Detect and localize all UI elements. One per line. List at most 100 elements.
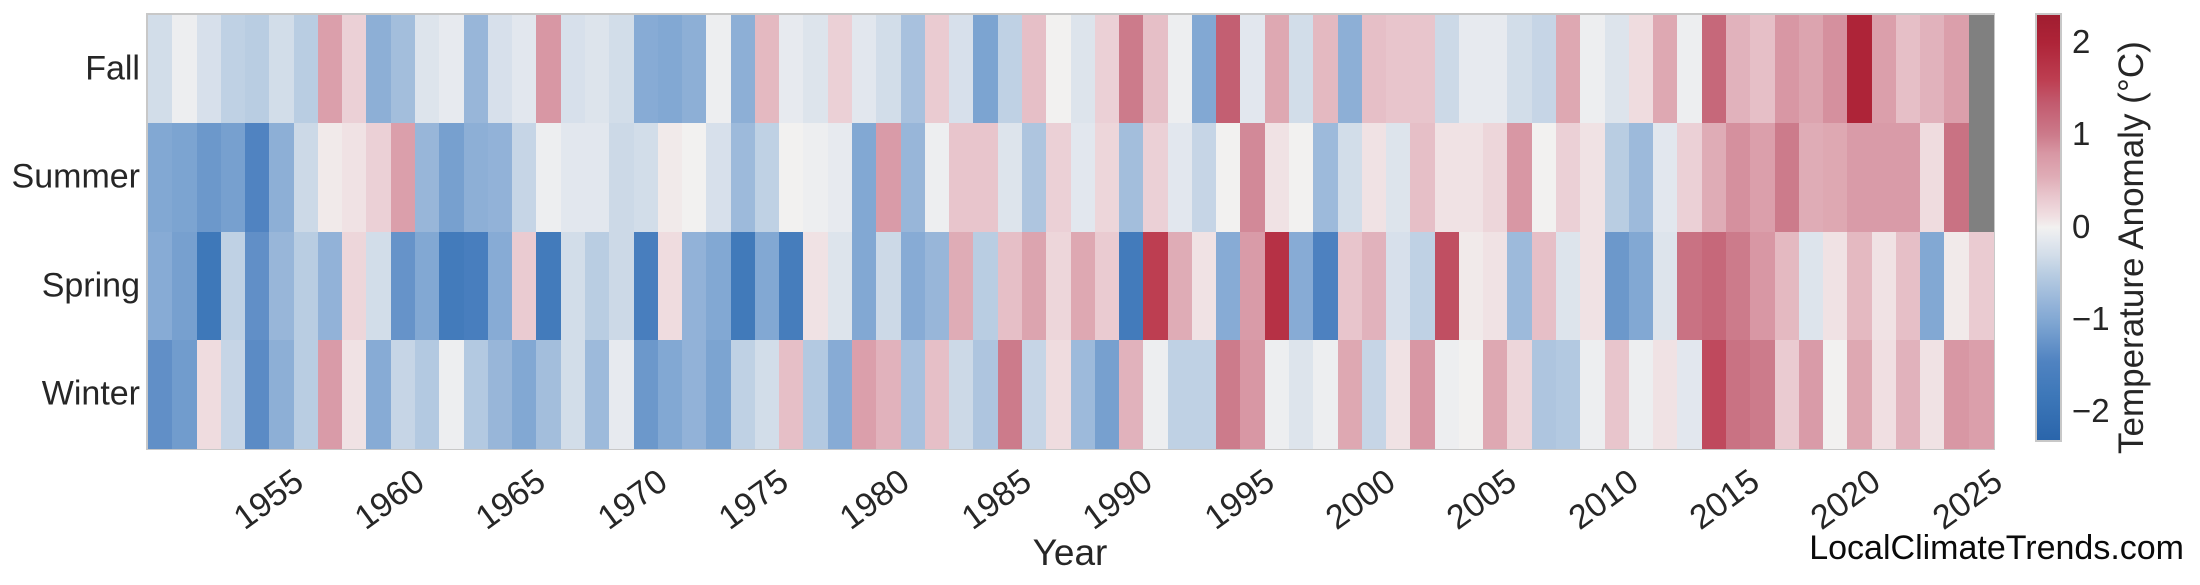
heatmap-cell <box>1288 231 1314 341</box>
heatmap-cell <box>1386 339 1411 449</box>
x-tick-1995: 1995 <box>1197 462 1281 538</box>
heatmap-cell <box>293 123 319 233</box>
x-tick-1975: 1975 <box>711 462 796 538</box>
heatmap-cell <box>657 123 683 233</box>
heatmap-cell <box>390 231 416 341</box>
colorbar-tick-−1: −1 <box>2072 300 2110 338</box>
heatmap-cell <box>1677 123 1703 233</box>
heatmap-cell <box>196 231 222 341</box>
x-tick-1965: 1965 <box>469 462 553 538</box>
heatmap-cell <box>317 339 343 449</box>
heatmap-cell <box>366 339 392 449</box>
heatmap-cell <box>172 339 198 449</box>
heatmap-cell <box>1725 339 1751 449</box>
heatmap-cell <box>1580 231 1606 341</box>
heatmap-cell <box>390 123 416 233</box>
heatmap-cell <box>172 123 198 233</box>
heatmap-cell <box>1240 123 1266 233</box>
heatmap-cell <box>1240 339 1266 449</box>
heatmap-cell <box>1021 339 1047 449</box>
heatmap-cell <box>1798 15 1824 124</box>
heatmap-cell <box>633 231 659 341</box>
heatmap-cell <box>1167 339 1193 449</box>
heatmap-cell <box>148 123 173 233</box>
heatmap-cell <box>1944 123 1970 233</box>
heatmap-cell <box>779 231 805 341</box>
heatmap-cell <box>245 231 270 341</box>
heatmap-cell <box>1968 339 1994 449</box>
heatmap-cell <box>1847 339 1873 449</box>
heatmap-cell <box>1143 15 1169 124</box>
heatmap-cell <box>852 15 877 124</box>
heatmap-cell <box>900 15 926 124</box>
heatmap-cell <box>1288 123 1314 233</box>
heatmap-cell <box>1798 339 1824 449</box>
heatmap-cell <box>1094 339 1120 449</box>
heatmap-cell <box>1653 15 1678 124</box>
heatmap-cell <box>487 15 513 124</box>
heatmap-cell <box>754 231 780 341</box>
heatmap-cell <box>463 123 489 233</box>
x-tick-2005: 2005 <box>1440 462 1524 538</box>
heatmap-cell <box>609 15 635 124</box>
x-axis-label: Year <box>1032 532 1108 573</box>
heatmap-cell <box>1434 15 1460 124</box>
heatmap-cell <box>1483 15 1509 124</box>
heatmap-cell <box>973 123 999 233</box>
heatmap-cell <box>1920 231 1946 341</box>
heatmap-cell <box>1725 123 1751 233</box>
heatmap-cell <box>1240 231 1266 341</box>
heatmap-cell <box>1556 231 1581 341</box>
heatmap-cell <box>1483 231 1509 341</box>
heatmap-cell <box>1531 231 1557 341</box>
heatmap-cell <box>1871 15 1897 124</box>
heatmap-cell <box>172 231 198 341</box>
heatmap-cell <box>1556 339 1581 449</box>
heatmap-cell <box>1410 339 1436 449</box>
heatmap-cell <box>803 123 829 233</box>
heatmap-cell <box>439 15 465 124</box>
heatmap-cell <box>584 15 610 124</box>
heatmap-cell <box>366 15 392 124</box>
heatmap-cell <box>560 339 586 449</box>
heatmap-cell <box>415 339 440 449</box>
heatmap-cell <box>876 15 902 124</box>
heatmap-cell <box>754 339 780 449</box>
heatmap-cell <box>487 339 513 449</box>
heatmap-cell <box>1483 339 1509 449</box>
heatmap-cell <box>730 339 756 449</box>
heatmap-cell <box>803 339 829 449</box>
heatmap-cell <box>172 15 198 124</box>
heatmap-cell <box>463 15 489 124</box>
heatmap-cell <box>1264 15 1290 124</box>
heatmap-cell <box>1823 339 1848 449</box>
heatmap-cell <box>997 339 1023 449</box>
heatmap-cell <box>1191 15 1217 124</box>
heatmap-cell <box>536 339 562 449</box>
heatmap-cell <box>1628 231 1654 341</box>
heatmap-cell <box>973 339 999 449</box>
heatmap-cell <box>1944 231 1970 341</box>
heatmap-cell <box>1871 123 1897 233</box>
heatmap-cell <box>730 123 756 233</box>
heatmap-cell <box>584 123 610 233</box>
heatmap-cell <box>1531 15 1557 124</box>
heatmap-cell <box>657 339 683 449</box>
heatmap-cell <box>706 123 732 233</box>
heatmap-cell <box>876 339 902 449</box>
heatmap-cell <box>997 123 1023 233</box>
heatmap-cell <box>1313 123 1339 233</box>
heatmap-cell <box>1046 123 1072 233</box>
heatmap-cell <box>1191 339 1217 449</box>
heatmap-cell <box>1458 339 1484 449</box>
heatmap-cell <box>1556 123 1581 233</box>
heatmap-cell <box>1531 339 1557 449</box>
heatmap-cell <box>1823 123 1848 233</box>
heatmap-cell <box>1119 231 1144 341</box>
heatmap-cell <box>512 15 538 124</box>
heatmap-cell <box>1628 339 1654 449</box>
heatmap-cell <box>1677 339 1703 449</box>
x-tick-2015: 2015 <box>1682 462 1767 538</box>
heatmap-cell <box>1313 339 1339 449</box>
heatmap-cell <box>706 231 732 341</box>
